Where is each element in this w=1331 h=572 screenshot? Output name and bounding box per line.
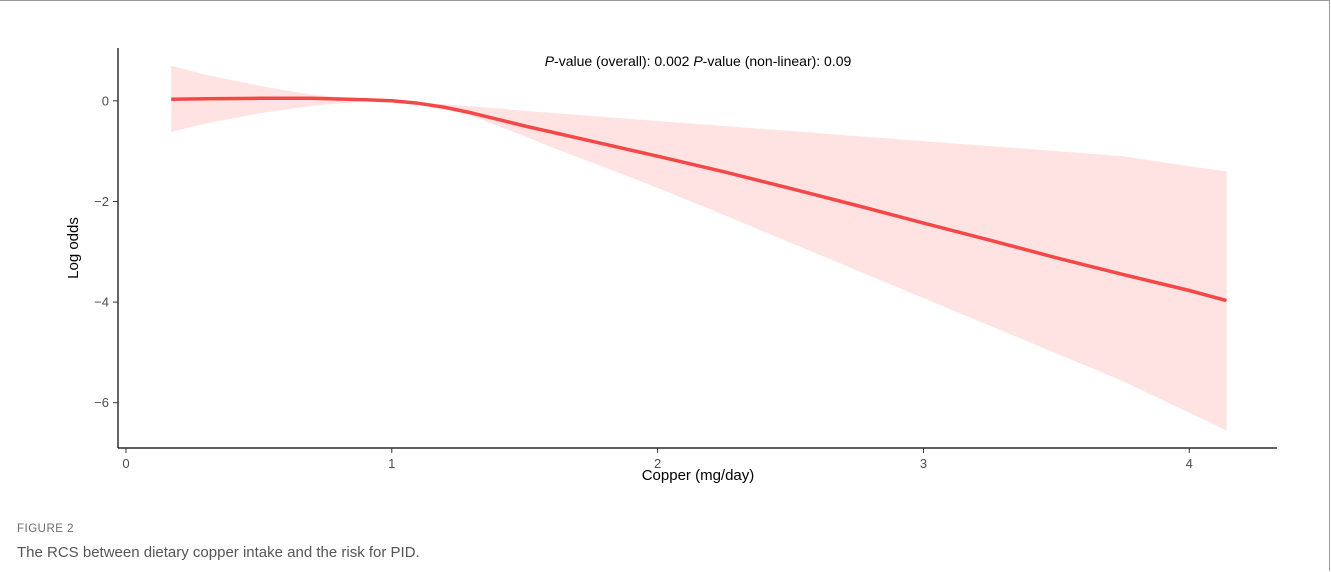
y-tick-label: 0 bbox=[102, 93, 109, 108]
y-axis-ticks: 0 −2 −4 −6 bbox=[94, 93, 118, 410]
y-tick-label: −4 bbox=[94, 295, 109, 310]
confidence-band bbox=[171, 65, 1227, 431]
p-symbol-overall: P bbox=[545, 53, 555, 69]
y-tick-label: −6 bbox=[94, 395, 109, 410]
spline-line bbox=[171, 96, 1227, 303]
x-tick-label: 2 bbox=[654, 456, 661, 471]
x-tick-label: 1 bbox=[388, 456, 395, 471]
p-value-overall-text: -value (overall): 0.002 bbox=[554, 53, 693, 69]
x-tick-label: 3 bbox=[920, 456, 927, 471]
x-axis-ticks: 0 1 2 3 4 bbox=[122, 448, 1193, 471]
y-tick-label: −2 bbox=[94, 194, 109, 209]
figure-label: FIGURE 2 bbox=[17, 523, 75, 535]
figure-caption: The RCS between dietary copper intake an… bbox=[17, 544, 420, 561]
x-tick-label: 0 bbox=[122, 456, 129, 471]
x-tick-label: 4 bbox=[1186, 456, 1193, 471]
y-axis-title: Log odds bbox=[65, 217, 82, 279]
p-symbol-nonlinear: P bbox=[693, 53, 703, 69]
x-axis-title: Copper (mg/day) bbox=[642, 467, 755, 484]
p-value-nonlinear-text: -value (non-linear): 0.09 bbox=[703, 53, 852, 69]
rcs-chart: 0 −2 −4 −6 0 1 2 3 4 Copper (mg/day) Log odds P… bbox=[65, 48, 1277, 484]
p-value-annotation: P-value (overall): 0.002 P-value (non-li… bbox=[545, 53, 852, 69]
